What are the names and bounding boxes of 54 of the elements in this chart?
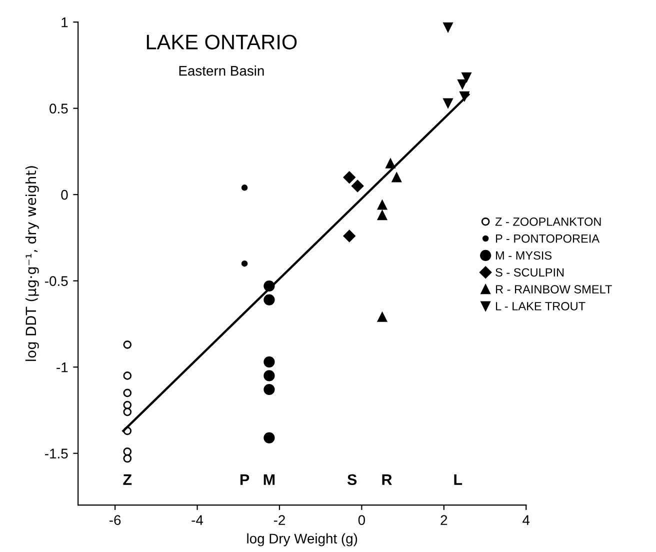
y-tick-label: 0: [61, 190, 68, 200]
point: [392, 172, 402, 182]
point: [264, 384, 275, 396]
point: [123, 408, 132, 416]
point: [123, 388, 132, 398]
y-tick-label: -1: [56, 362, 68, 372]
y-axis-title: log DDT (µg·g⁻¹, dry weight): [25, 166, 39, 361]
point: [123, 340, 132, 349]
legend-label: P - PONTOPOREIA: [496, 234, 600, 243]
y-tick-label: -0.5: [45, 276, 68, 286]
y-tick-label: 0.5: [50, 104, 68, 114]
legend-label: L - LAKE TROUT: [496, 302, 586, 310]
point: [377, 210, 388, 220]
annotation: Z: [123, 474, 132, 485]
annotation: L: [454, 474, 462, 485]
point: [264, 356, 275, 368]
point: [443, 22, 453, 32]
annotation: R: [382, 474, 392, 485]
y-tick-label: -1.5: [45, 448, 68, 458]
point: [123, 400, 132, 410]
x-tick-label: -4: [192, 515, 204, 525]
point: [264, 432, 275, 444]
point: [264, 294, 275, 306]
annotation: P: [240, 474, 250, 485]
legend-label: S - SCULPIN: [496, 268, 564, 277]
point: [377, 200, 388, 210]
x-tick-label: 2: [440, 515, 448, 525]
point: [343, 230, 356, 242]
y-tick-label: 1: [62, 18, 68, 28]
point: [264, 370, 275, 382]
legend-label: Z - ZOOPLANKTON: [495, 218, 601, 226]
point: [241, 184, 248, 191]
legend-label: R - RAINBOW SMELT: [496, 285, 612, 294]
point: [458, 79, 468, 90]
x-axis-title: log Dry Weight (g): [247, 533, 358, 546]
annotation: M: [264, 474, 275, 485]
point: [386, 158, 396, 168]
point: [123, 372, 132, 380]
x-tick-label: -2: [274, 515, 285, 525]
point: [343, 171, 356, 184]
point: [123, 447, 132, 456]
point: [351, 180, 364, 192]
point: [462, 72, 472, 82]
point: [123, 454, 132, 463]
x-tick-label: 0: [358, 515, 366, 526]
point: [443, 98, 453, 108]
annotation: S: [347, 474, 357, 486]
text: Eastern Basin: [179, 66, 264, 76]
x-tick-label: -6: [110, 515, 121, 526]
chart-title: LAKE ONTARIO: [146, 34, 297, 50]
point: [377, 312, 388, 322]
point: [241, 260, 248, 267]
legend-label: M - MYSIS: [496, 251, 552, 260]
x-tick-label: 4: [522, 515, 530, 525]
